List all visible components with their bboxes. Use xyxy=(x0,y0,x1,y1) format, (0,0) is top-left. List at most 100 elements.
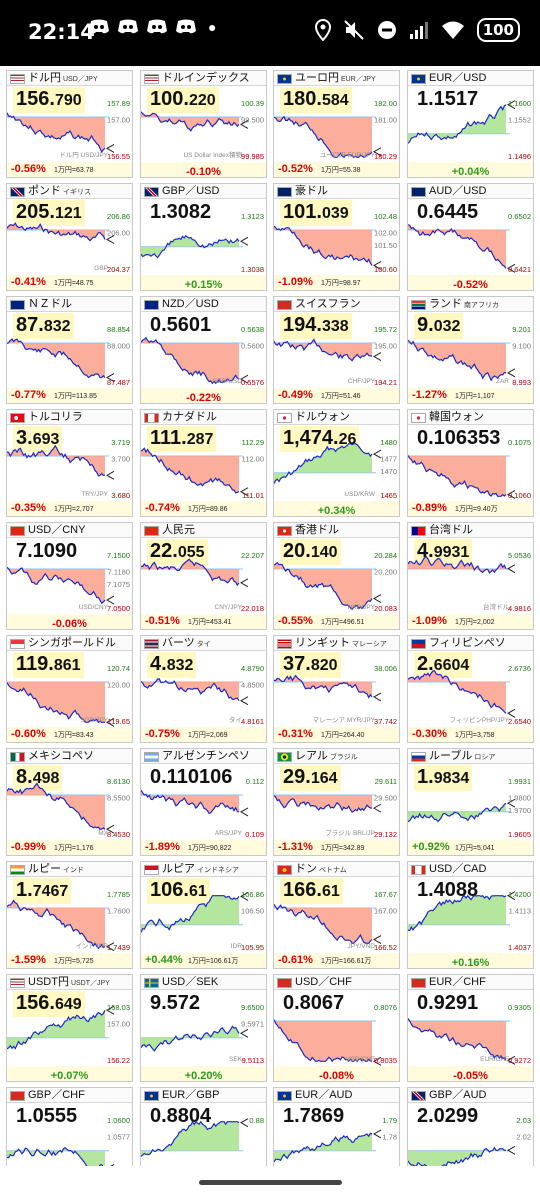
currency-tile[interactable]: USD／CHF 0.8067 0.8076 0.8035 USD/CHF -0.08% xyxy=(273,974,400,1082)
rate-sparkline: 88.854 87.487 88.000 xyxy=(7,325,130,387)
rate-sparkline: 3.719 3.680 3.700 TRY/JPY xyxy=(7,438,130,500)
tile-footer: -0.74% 1万円=89.86 xyxy=(141,501,266,516)
tile-footer: -0.52% 1万円=55.38 xyxy=(274,162,399,177)
tile-footer: -1.27% 1万円=1,107 xyxy=(408,388,533,403)
currency-name-text: 香港ドル xyxy=(295,524,339,536)
rate-integer: 22. xyxy=(150,540,178,562)
rate-area xyxy=(274,443,372,484)
currency-tile[interactable]: ドン ベトナム 166.61 167.67 166.52 167.00 JPY/VND -0.… xyxy=(273,861,400,969)
rate-line xyxy=(274,903,373,945)
flag-icon xyxy=(277,865,292,875)
yen-conversion: 1万円=264.40 xyxy=(321,732,365,739)
currency-tile[interactable]: 台湾ドル 4.9931 5.0536 4.9816 台湾ドル -1.09% 1万円=2,00… xyxy=(407,522,534,630)
currency-tile[interactable]: ＮＺドル 87.832 88.854 87.487 88.000 -0.77% 1万円=11… xyxy=(6,296,133,404)
currency-tile[interactable]: EUR／CHF 0.9291 0.9305 0.9272 EUR/CHF -0.05% xyxy=(407,974,534,1082)
tile-header: USDT円 USDT／JPY xyxy=(7,975,132,990)
currency-tile[interactable]: NZD／USD 0.5601 0.5638 0.5576 0.5600 NZD/USD -0… xyxy=(140,296,267,404)
currency-tile[interactable]: ルピア インドネシア 106.61 106.86 105.95 106.50 IDR +0.4… xyxy=(140,861,267,969)
yen-conversion: 1万円=453.41 xyxy=(188,619,232,626)
exchange-rate: 9.032 xyxy=(414,313,464,339)
tile-header: GBP／CHF xyxy=(7,1088,132,1103)
currency-subname: 南アフリカ xyxy=(464,302,499,309)
low-label: 166.52 xyxy=(374,943,397,952)
rate-line xyxy=(408,555,507,574)
currency-tile[interactable]: 豪ドル 101.039 102.48 100.60 102.00 101.50 -1.09%… xyxy=(273,183,400,291)
currency-tile[interactable]: メキシコペソ 8.498 8.6130 8.4530 8.5500 MX -0.99% 1万円… xyxy=(6,748,133,856)
currency-tile[interactable]: ドルインデックス 100.220 100.39 99.985 99.500 US Doll… xyxy=(140,70,267,178)
tile-header: 台湾ドル xyxy=(408,523,533,538)
currency-tile[interactable]: 韓国ウォン 0.106353 0.1075 0.1060 -0.89% 1万円=9.40万 xyxy=(407,409,534,517)
tick-label: 9.100 xyxy=(512,342,531,351)
pair-watermark: SEK xyxy=(229,1056,243,1063)
currency-tile[interactable]: ユーロ円 EUR／JPY 180.584 182.00 180.29 181.00 ユーロ円… xyxy=(273,70,400,178)
currency-tile[interactable]: GBP／USD 1.3082 1.3123 1.3038 +0.15% xyxy=(140,183,267,291)
pair-watermark: GBP xyxy=(94,265,108,272)
currency-tile[interactable]: ドルウォン 1,474.26 1480 1465 1477 1470 USD/KRW +0.3… xyxy=(273,409,400,517)
tile-header: GBP／USD xyxy=(141,184,266,199)
currency-tile[interactable]: USD／CAD 1.4088 1.4200 1.4037 1.4113 +0.16% xyxy=(407,861,534,969)
high-label: 1.0600 xyxy=(107,1116,130,1125)
low-label: 194.21 xyxy=(374,378,397,387)
currency-subname: ベトナム xyxy=(319,867,347,874)
currency-tile[interactable]: スイスフラン 194.338 195.72 194.21 195.00 CHF/JPY -0… xyxy=(273,296,400,404)
flag-icon xyxy=(411,1091,426,1101)
current-rate-marker xyxy=(372,594,382,603)
rate-integer: 8. xyxy=(16,766,33,788)
currency-tile[interactable]: 人民元 22.055 22.207 22.018 CNY/JPY -0.51% 1万円=45… xyxy=(140,522,267,630)
currency-tile[interactable]: バーツ タイ 4.832 4.8790 4.8161 4.8500 タイ -0.75% 1万円=… xyxy=(140,635,267,743)
rate-sparkline: 1.791.771.78EUR/AUD xyxy=(274,1116,397,1163)
high-label: 1.4200 xyxy=(508,890,531,899)
high-label: 100.39 xyxy=(241,99,264,108)
rate-integer: 0.8067 xyxy=(283,992,345,1014)
tile-header: バーツ タイ xyxy=(141,636,266,651)
currency-tile[interactable]: レアル ブラジル 29.164 29.611 29.132 29.500 ブラジル BRL/… xyxy=(273,748,400,856)
rate-line xyxy=(274,225,373,266)
exchange-rate: 0.8067 xyxy=(280,991,347,1015)
currency-tile[interactable]: ランド 南アフリカ 9.032 9.201 8.993 9.100 ZAR -1.27% 1万円… xyxy=(407,296,534,404)
currency-tile[interactable]: ルピー インド 1.7467 1.7785 1.7439 1.7600 インド INR -1.… xyxy=(6,861,133,969)
currency-tile[interactable]: カナダドル 111.287 112.29 111.01 112.00 -0.74% 1万円=… xyxy=(140,409,267,517)
currency-tile[interactable]: 香港ドル 20.140 20.284 20.083 20.200 HKD/JPY -0.55… xyxy=(273,522,400,630)
tile-header: アルゼンチンペソ xyxy=(141,749,266,764)
currency-name-text: メキシコペソ xyxy=(28,750,94,762)
rate-integer: 29. xyxy=(283,766,311,788)
currency-tile[interactable]: AUD／USD 0.6445 0.6502 0.6421 -0.52% xyxy=(407,183,534,291)
currency-tile[interactable]: シンガポールドル 119.861 120.74 119.65 120.00 SGD/JPY… xyxy=(6,635,133,743)
currency-tile[interactable]: アルゼンチンペソ 0.110106 0.112 0.109 ARS/JPY -1.89% 1… xyxy=(140,748,267,856)
rate-line xyxy=(141,1025,240,1052)
currency-tile[interactable]: EUR／USD 1.1517 1.1600 1.1496 1.1552 +0.04% xyxy=(407,70,534,178)
pair-watermark: ドル円 USD/JPY xyxy=(59,151,108,159)
pair-watermark: USD/CNY xyxy=(79,604,109,611)
home-gesture-bar[interactable] xyxy=(199,1180,342,1185)
currency-tile[interactable]: ドル円 USD／JPY 156.790 157.89 156.55 157.00 ドル円 U… xyxy=(6,70,133,178)
currency-tile[interactable]: ルーブル ロシア 1.9834 1.9931 1.9605 1.9800 1.9700 +0.… xyxy=(407,748,534,856)
currency-tile[interactable]: USD／CNY 7.1090 7.1500 7.0500 7.1180 7.1075 USD… xyxy=(6,522,133,630)
high-label: 158.03 xyxy=(107,1003,130,1012)
tile-header: フィリピンペソ xyxy=(408,636,533,651)
currency-name: 人民元 xyxy=(162,524,195,537)
tick-label: 1.9800 xyxy=(508,794,531,803)
flag-icon xyxy=(144,74,159,84)
currency-tile[interactable]: USDT円 USDT／JPY 156.649 158.03 156.22 157.00 +0… xyxy=(6,974,133,1082)
currency-tile[interactable]: フィリピンペソ 2.6604 2.6736 2.6540 フィリピンPHP/JPY -0.… xyxy=(407,635,534,743)
currency-tile[interactable]: リンギット マレーシア 37.820 38.006 37.742 マレーシア MYR/JP… xyxy=(273,635,400,743)
rate-integer: 3. xyxy=(16,427,33,449)
exchange-rate: 156.790 xyxy=(13,87,85,113)
tile-footer: -0.75% 1万円=2,069 xyxy=(141,727,266,742)
currency-tile[interactable]: ポンド イギリス 205.121 206.86 204.37 206.00 GBP -0.41… xyxy=(6,183,133,291)
flag-icon xyxy=(144,865,159,875)
percent-change: -0.08% xyxy=(319,1070,354,1081)
currency-tile[interactable]: USD／SEK 9.572 9.6500 9.5113 9.5971 SEK +0.20% xyxy=(140,974,267,1082)
rate-area xyxy=(7,783,105,830)
rate-integer: 0.6445 xyxy=(417,201,479,223)
flag-icon xyxy=(277,74,292,84)
rate-integer: 119. xyxy=(16,653,54,675)
tile-header: 豪ドル xyxy=(274,184,399,199)
currency-tile[interactable]: トルコリラ 3.693 3.719 3.680 3.700 TRY/JPY -0.35% 1万… xyxy=(6,409,133,517)
exchange-rate: 156.649 xyxy=(13,991,85,1017)
rate-line xyxy=(141,1120,240,1157)
